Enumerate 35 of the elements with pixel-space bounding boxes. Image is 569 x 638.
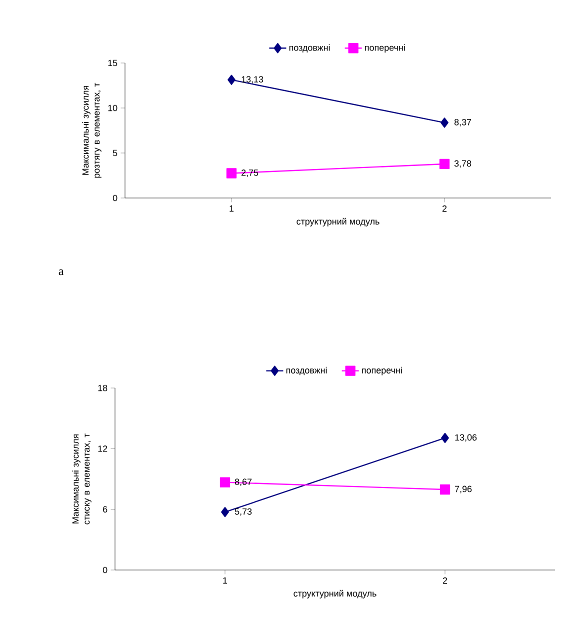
x-axis-title: структурний модуль — [296, 218, 380, 226]
y-axis-title: Максимальні зусилля розтягу в елементах, т — [82, 82, 102, 178]
y-tick-label: 12 — [98, 446, 108, 452]
data-label: 13,06 — [455, 434, 477, 442]
x-axis-title: структурний модуль — [294, 590, 376, 598]
data-label: 8,37 — [454, 118, 472, 126]
y-tick-label: 10 — [108, 104, 118, 112]
point — [221, 506, 229, 518]
data-label: 3,78 — [454, 160, 472, 168]
x-tick-label: 1 — [223, 577, 228, 584]
point — [441, 432, 449, 444]
data-label: 13,13 — [242, 76, 264, 84]
point — [226, 168, 237, 178]
data-label: 5,73 — [234, 508, 252, 516]
x-tick-label: 1 — [230, 205, 234, 212]
y-tick-label: 5 — [112, 150, 118, 156]
y-axis-title: Максимальні зусилля стиску в елементах, т — [72, 433, 92, 524]
point — [440, 484, 450, 495]
data-label: 7,96 — [455, 486, 472, 494]
point — [228, 74, 236, 85]
point — [439, 158, 450, 170]
legend-label: поздовжні — [289, 44, 330, 52]
text: а — [58, 269, 64, 276]
legend-label: поперечні — [362, 366, 402, 376]
point — [440, 118, 448, 128]
y-tick-label: 0 — [102, 566, 108, 574]
legend-label: поздовжні — [286, 366, 327, 376]
legend-label: поперечні — [365, 44, 405, 53]
y-tick-label: 0 — [112, 194, 118, 202]
y-tick-label: 15 — [108, 60, 118, 66]
x-tick-label: 2 — [442, 205, 447, 212]
y-tick-label: 6 — [103, 506, 108, 513]
point — [220, 477, 230, 488]
y-tick-label: 18 — [98, 384, 108, 392]
x-tick-label: 2 — [442, 577, 448, 584]
